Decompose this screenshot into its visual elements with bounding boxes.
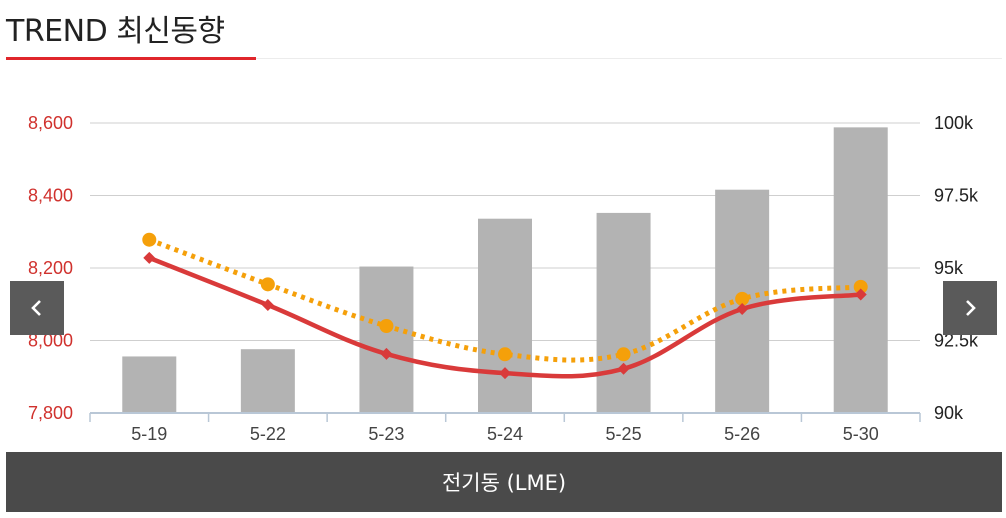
x-axis-tick-label: 5-22: [250, 424, 286, 444]
series-point-diamond: [854, 288, 867, 301]
title-underline: [6, 57, 256, 60]
bar: [240, 349, 295, 413]
chevron-right-icon: [966, 300, 976, 316]
series-point-circle: [260, 277, 275, 292]
series-point-circle: [853, 279, 868, 294]
series-point-circle: [142, 232, 157, 247]
left-axis-tick-label: 8,400: [28, 186, 73, 206]
left-axis-tick-label: 8,000: [28, 331, 73, 351]
series-point-diamond: [736, 302, 749, 315]
series-point-circle: [616, 347, 631, 362]
x-axis-tick-label: 5-30: [843, 424, 879, 444]
right-axis-tick-label: 97.5k: [934, 186, 979, 206]
series-point-circle: [379, 319, 394, 333]
series-point-diamond: [617, 362, 630, 375]
right-axis-tick-label: 90k: [934, 403, 964, 423]
x-axis-tick-label: 5-26: [724, 424, 760, 444]
x-axis-tick-label: 5-25: [606, 424, 642, 444]
left-axis-tick-label: 8,600: [28, 113, 73, 133]
x-axis-tick-label: 5-24: [487, 424, 523, 444]
series-point-circle: [735, 291, 750, 306]
bar: [833, 127, 888, 413]
next-button[interactable]: [943, 281, 997, 335]
right-axis-tick-label: 100k: [934, 113, 974, 133]
right-axis-tick-label: 92.5k: [934, 331, 979, 351]
chart-caption-bar: 전기동 (LME): [6, 452, 1002, 512]
series-point-diamond: [380, 347, 393, 360]
trend-chart: 7,800 8,000 8,200 8,400 8,600 90k 92.5k 95k 97.5…: [28, 113, 979, 444]
series-point-diamond: [261, 298, 274, 311]
right-axis-tick-label: 95k: [934, 258, 964, 278]
bar: [359, 266, 414, 413]
chart-caption: 전기동 (LME): [441, 471, 567, 495]
page-title: TREND 최신동향: [6, 14, 225, 49]
left-axis-tick-label: 7,800: [28, 403, 73, 423]
x-axis-tick-label: 5-19: [131, 424, 167, 444]
series-point-diamond: [499, 367, 511, 380]
bar: [596, 212, 651, 413]
series-point-diamond: [143, 251, 156, 264]
bar: [122, 356, 177, 413]
x-axis-tick-label: 5-23: [368, 424, 404, 444]
series-point-circle: [498, 347, 512, 362]
chevron-left-icon: [31, 300, 41, 316]
header: TREND 최신동향: [6, 0, 1002, 60]
prev-button[interactable]: [10, 281, 64, 335]
bar: [478, 218, 532, 413]
left-axis-tick-label: 8,200: [28, 258, 73, 278]
